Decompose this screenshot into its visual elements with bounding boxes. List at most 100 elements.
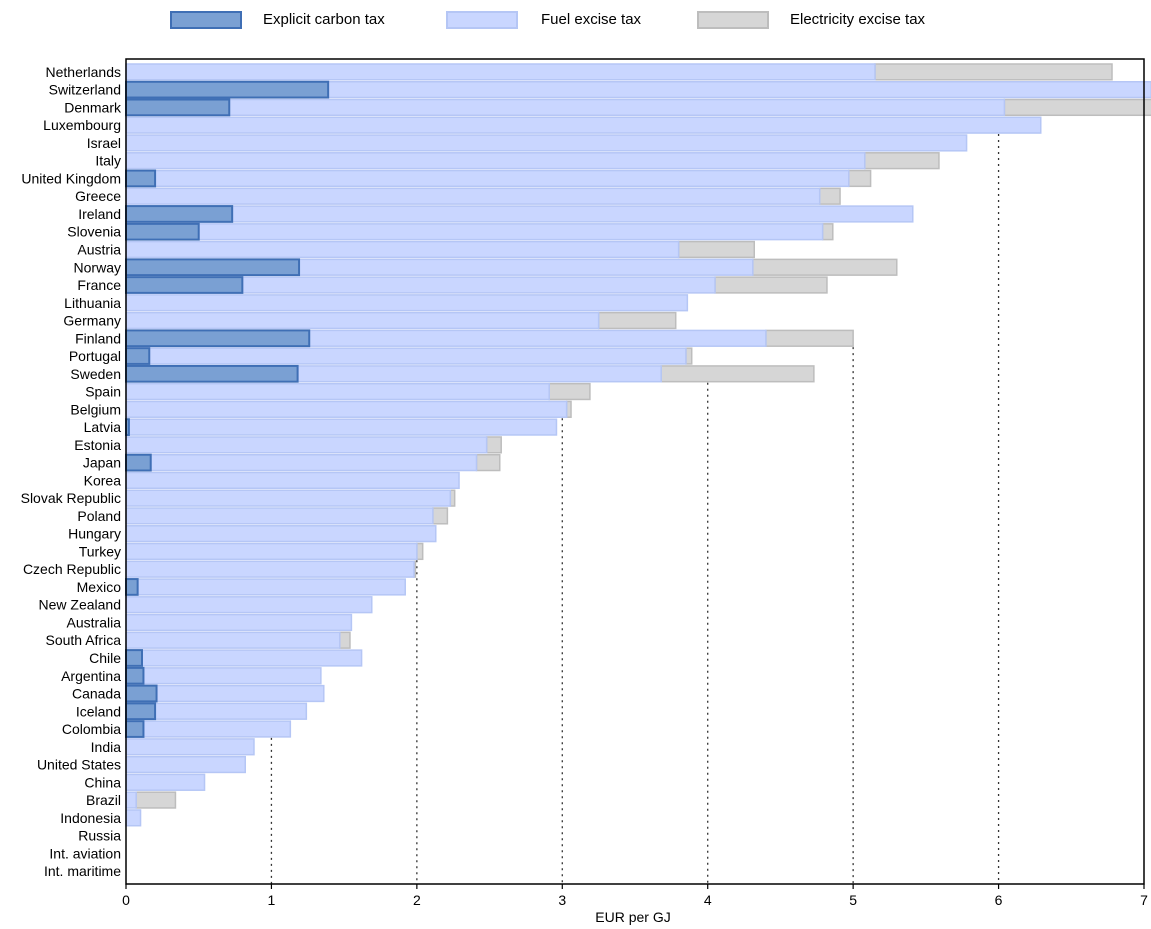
bar-fuel	[125, 738, 255, 756]
bar-fuel	[125, 382, 550, 401]
x-tick-label: 4	[704, 892, 712, 908]
category-label: Norway	[74, 259, 121, 275]
bar-fuel	[125, 755, 247, 774]
bar-fuel	[125, 667, 322, 685]
category-label: Switzerland	[49, 82, 121, 98]
bar-electricity	[685, 347, 693, 365]
bar-carbon	[125, 649, 143, 667]
category-label: Int. maritime	[44, 863, 121, 879]
x-tick-label: 0	[122, 892, 130, 908]
bar-electricity	[818, 187, 841, 205]
category-label: Slovenia	[67, 224, 121, 240]
bar-electricity	[848, 169, 872, 188]
legend-label-carbon: Explicit carbon tax	[263, 11, 385, 28]
bar-carbon	[125, 205, 234, 223]
bar-carbon	[125, 702, 157, 721]
bar-carbon	[125, 684, 158, 703]
category-label: Turkey	[79, 543, 121, 559]
category-label: France	[77, 277, 121, 293]
bar-fuel	[125, 578, 406, 596]
category-label: Canada	[72, 686, 121, 702]
bar-carbon	[125, 347, 151, 365]
category-label: Argentina	[61, 668, 121, 684]
bar-fuel	[125, 400, 568, 418]
bar-electricity	[752, 258, 898, 276]
legend-label-fuel: Fuel excise tax	[541, 11, 642, 28]
category-label: Slovak Republic	[21, 490, 121, 506]
bar-electricity	[660, 365, 815, 383]
x-tick-label: 7	[1140, 892, 1148, 908]
bar-fuel	[125, 453, 478, 472]
category-label: Finland	[75, 330, 121, 346]
bar-fuel	[125, 98, 1006, 117]
category-label: Russia	[78, 828, 121, 844]
bar-electricity	[485, 436, 502, 454]
bar-fuel	[125, 436, 488, 454]
bar-carbon	[125, 666, 145, 685]
category-label: India	[91, 739, 122, 755]
bar-fuel	[125, 525, 437, 543]
bar-electricity	[765, 329, 854, 347]
bars-group	[125, 63, 1151, 827]
bar-fuel	[125, 63, 876, 81]
category-label: Denmark	[64, 99, 122, 115]
bar-carbon	[125, 329, 311, 348]
bar-fuel	[125, 418, 558, 436]
bar-fuel	[125, 187, 821, 205]
bar-carbon	[125, 720, 145, 738]
bar-electricity	[416, 542, 424, 561]
category-label: Greece	[75, 188, 121, 204]
bar-carbon	[125, 169, 157, 188]
category-label: United States	[37, 757, 121, 773]
bar-fuel	[125, 347, 687, 365]
category-label: Hungary	[68, 526, 121, 542]
category-label: Netherlands	[46, 64, 122, 80]
bar-carbon	[125, 364, 299, 383]
bar-electricity	[874, 63, 1113, 81]
bar-electricity	[339, 631, 351, 649]
category-label: Poland	[77, 508, 121, 524]
bar-carbon	[125, 578, 139, 596]
bar-electricity	[821, 223, 834, 241]
bar-fuel	[125, 631, 341, 649]
bar-electricity	[1003, 98, 1151, 117]
bar-fuel	[125, 596, 373, 614]
bar-fuel	[125, 169, 850, 188]
category-label: South Africa	[46, 632, 122, 648]
category-label: Lithuania	[64, 295, 121, 311]
x-tick-label: 6	[995, 892, 1003, 908]
bar-fuel	[125, 152, 866, 170]
category-label: New Zealand	[39, 597, 122, 613]
category-label: Israel	[87, 135, 121, 151]
category-label: Japan	[83, 455, 121, 471]
bar-electricity	[548, 382, 591, 401]
bar-carbon	[125, 276, 244, 294]
bar-fuel	[125, 560, 415, 578]
legend-swatch-carbon	[170, 11, 242, 29]
bar-fuel	[125, 507, 434, 525]
bar-fuel	[125, 809, 142, 827]
category-label: Australia	[67, 614, 122, 630]
bar-electricity	[864, 152, 940, 170]
bar-carbon	[125, 98, 231, 117]
bar-fuel	[125, 542, 418, 561]
bar-electricity	[475, 453, 501, 472]
bar-carbon	[125, 80, 330, 99]
bar-fuel	[125, 720, 292, 738]
bar-electricity	[714, 276, 828, 294]
bar-fuel	[125, 311, 600, 330]
category-label: Czech Republic	[23, 561, 121, 577]
bar-fuel	[125, 205, 914, 223]
category-label: Indonesia	[60, 810, 121, 826]
category-label: Mexico	[77, 579, 122, 595]
bar-fuel	[125, 134, 968, 152]
category-label: Luxembourg	[43, 117, 121, 133]
bar-fuel	[125, 791, 137, 809]
category-label: Estonia	[74, 437, 121, 453]
category-label: Chile	[89, 650, 121, 666]
category-label: Belgium	[70, 401, 121, 417]
category-label: Portugal	[69, 348, 121, 364]
bar-electricity	[432, 507, 449, 525]
category-label: China	[84, 774, 121, 790]
